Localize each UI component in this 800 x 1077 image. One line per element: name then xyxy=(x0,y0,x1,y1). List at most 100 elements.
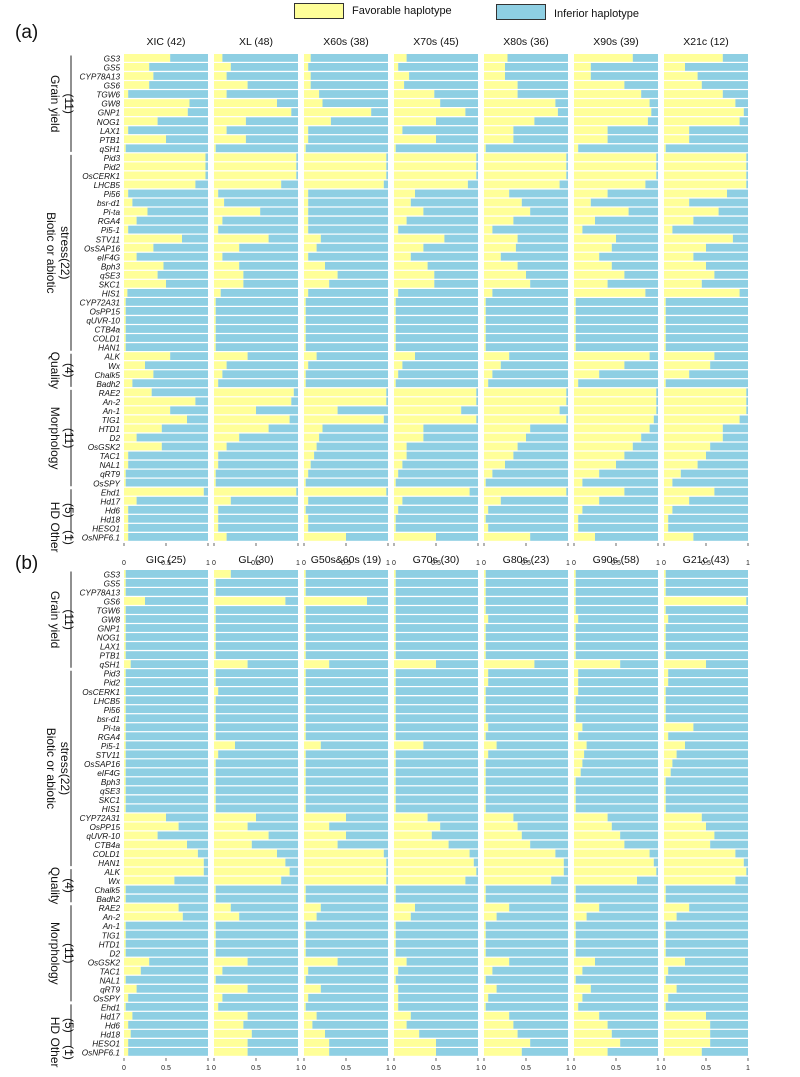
gene-label: OsCERK1 xyxy=(82,688,120,697)
gene-label: OsSPY xyxy=(93,994,120,1003)
inferior-bar xyxy=(145,361,208,370)
inferior-bar xyxy=(320,741,388,750)
favorable-bar xyxy=(304,777,306,786)
inferior-bar xyxy=(434,90,478,98)
favorable-bar xyxy=(664,867,747,876)
inferior-bar xyxy=(239,912,298,921)
inferior-bar xyxy=(305,696,388,705)
inferior-bar xyxy=(668,732,748,741)
favorable-bar xyxy=(574,606,576,614)
favorable-bar xyxy=(304,669,306,677)
favorable-bar xyxy=(304,325,306,333)
favorable-bar xyxy=(664,379,666,388)
inferior-bar xyxy=(632,54,658,62)
favorable-bar xyxy=(124,876,175,885)
favorable-bar xyxy=(304,81,311,89)
inferior-bar xyxy=(215,705,298,714)
favorable-bar xyxy=(484,948,486,957)
favorable-bar xyxy=(394,768,396,777)
favorable-bar xyxy=(664,966,669,975)
inferior-bar xyxy=(485,696,568,705)
inferior-bar xyxy=(488,523,568,532)
favorable-bar xyxy=(214,579,216,587)
inferior-bar xyxy=(485,325,568,333)
inferior-bar xyxy=(434,279,478,288)
x-tick-label: 1 xyxy=(206,560,210,567)
inferior-bar xyxy=(128,993,208,1002)
favorable-bar xyxy=(484,397,567,406)
x-tick-label: 0 xyxy=(482,1065,486,1072)
inferior-bar xyxy=(251,1029,298,1038)
favorable-bar xyxy=(394,1048,436,1056)
inferior-bar xyxy=(220,289,298,297)
inferior-bar xyxy=(305,687,388,695)
inferior-bar xyxy=(665,777,748,786)
favorable-bar xyxy=(574,678,579,686)
favorable-bar xyxy=(484,993,489,1002)
favorable-bar xyxy=(574,903,600,912)
favorable-bar xyxy=(394,406,462,415)
favorable-bar xyxy=(124,606,126,614)
favorable-bar xyxy=(124,54,171,62)
inferior-bar xyxy=(476,388,478,397)
favorable-bar xyxy=(664,1011,706,1020)
favorable-bar xyxy=(484,469,493,478)
inferior-bar xyxy=(485,759,568,768)
favorable-bar xyxy=(664,99,736,107)
inferior-bar xyxy=(398,984,478,993)
favorable-bar xyxy=(214,388,294,397)
inferior-bar xyxy=(305,588,388,596)
favorable-bar xyxy=(124,930,126,939)
favorable-bar xyxy=(304,813,346,822)
favorable-bar xyxy=(124,570,126,578)
favorable-bar xyxy=(304,54,311,62)
inferior-bar xyxy=(395,804,478,813)
favorable-bar xyxy=(574,885,576,894)
inferior-bar xyxy=(235,741,298,750)
inferior-bar xyxy=(125,804,208,813)
inferior-bar xyxy=(668,523,748,532)
inferior-bar xyxy=(243,279,298,288)
favorable-bar xyxy=(214,261,240,270)
inferior-bar xyxy=(128,1039,208,1047)
favorable-bar xyxy=(574,759,583,768)
favorable-bar xyxy=(664,822,706,831)
gene-label: Pi56 xyxy=(104,190,121,199)
gene-label: GS3 xyxy=(104,55,121,64)
group-label: (11) xyxy=(62,428,76,448)
inferior-bar xyxy=(305,651,388,659)
inferior-bar xyxy=(521,831,568,840)
favorable-bar xyxy=(214,523,219,532)
inferior-bar xyxy=(575,633,658,641)
favorable-bar xyxy=(304,885,306,894)
inferior-bar xyxy=(485,768,568,777)
inferior-bar xyxy=(575,642,658,650)
inferior-bar xyxy=(582,225,658,234)
favorable-bar xyxy=(574,876,637,885)
gene-label: STV11 xyxy=(96,235,120,244)
favorable-bar xyxy=(394,234,445,243)
favorable-bar xyxy=(574,1002,579,1011)
x-tick-label: 0.5 xyxy=(161,1065,171,1072)
inferior-bar xyxy=(665,786,748,795)
inferior-bar xyxy=(157,117,208,126)
panel-a: GS3GS5CYP78A13GS6TGW6GW8GNP1NOG1LAX1PTB1… xyxy=(44,36,750,567)
inferior-bar xyxy=(746,397,748,406)
inferior-bar xyxy=(607,135,658,144)
inferior-bar xyxy=(398,505,478,514)
gene-label: Ehd1 xyxy=(101,488,120,497)
inferior-bar xyxy=(685,741,748,750)
favorable-bar xyxy=(214,325,216,333)
favorable-bar xyxy=(484,442,518,451)
x-tick-label: 0.5 xyxy=(521,1065,531,1072)
inferior-bar xyxy=(153,370,208,379)
inferior-bar xyxy=(215,633,298,641)
favorable-bar xyxy=(214,370,223,379)
inferior-bar xyxy=(215,642,298,650)
favorable-bar xyxy=(574,624,576,632)
inferior-legend-label: Inferior haplotype xyxy=(554,8,639,20)
inferior-bar xyxy=(505,63,568,71)
favorable-bar xyxy=(574,579,576,587)
gene-label: HTD1 xyxy=(99,940,120,949)
inferior-bar xyxy=(296,487,298,496)
